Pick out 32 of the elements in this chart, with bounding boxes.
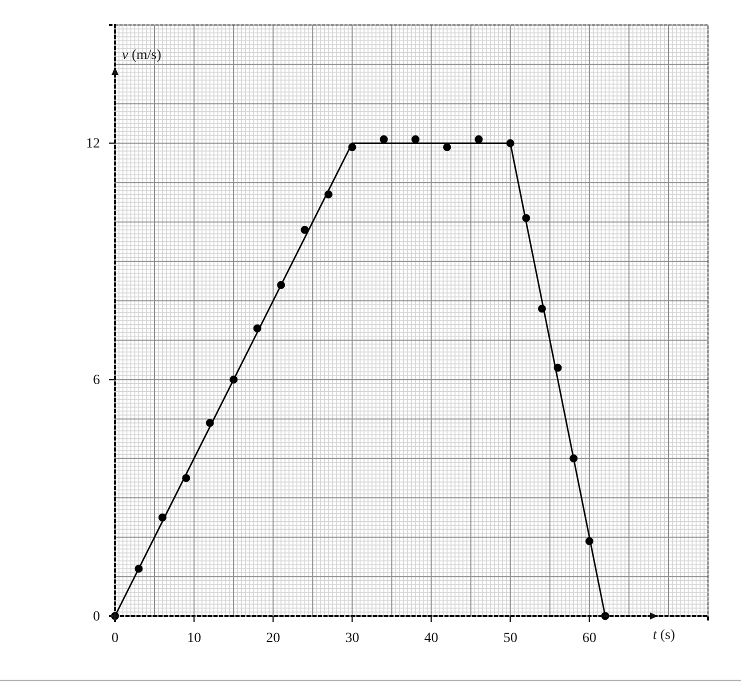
point xyxy=(380,135,388,144)
point xyxy=(443,143,452,152)
point xyxy=(324,190,332,198)
x-tick-label: 50 xyxy=(503,630,518,646)
point xyxy=(538,304,546,313)
point xyxy=(570,454,578,462)
x-tick-label: 40 xyxy=(424,630,438,646)
point xyxy=(134,564,143,573)
y-tick-label: 12 xyxy=(86,136,100,152)
x-axis-title: t (s) xyxy=(652,628,676,643)
point xyxy=(554,364,562,372)
y-axis-title: v (m/s) xyxy=(122,48,162,63)
y-tick-label: 0 xyxy=(93,609,100,624)
point xyxy=(300,226,309,234)
point xyxy=(158,514,166,522)
point xyxy=(277,281,286,290)
point xyxy=(230,376,238,384)
x-tick-label: 20 xyxy=(266,630,280,646)
point xyxy=(253,324,262,332)
point xyxy=(585,537,594,546)
point xyxy=(506,139,514,148)
x-tick-label: 0 xyxy=(112,630,118,646)
point xyxy=(474,135,483,144)
point xyxy=(348,143,356,152)
x-tick-label: 10 xyxy=(187,630,202,646)
point xyxy=(182,474,190,482)
y-tick-label: 6 xyxy=(93,373,100,388)
x-tick-label: 60 xyxy=(582,630,596,646)
point xyxy=(206,418,214,427)
point xyxy=(522,214,530,222)
x-tick-label: 30 xyxy=(345,630,360,646)
point xyxy=(411,135,420,144)
